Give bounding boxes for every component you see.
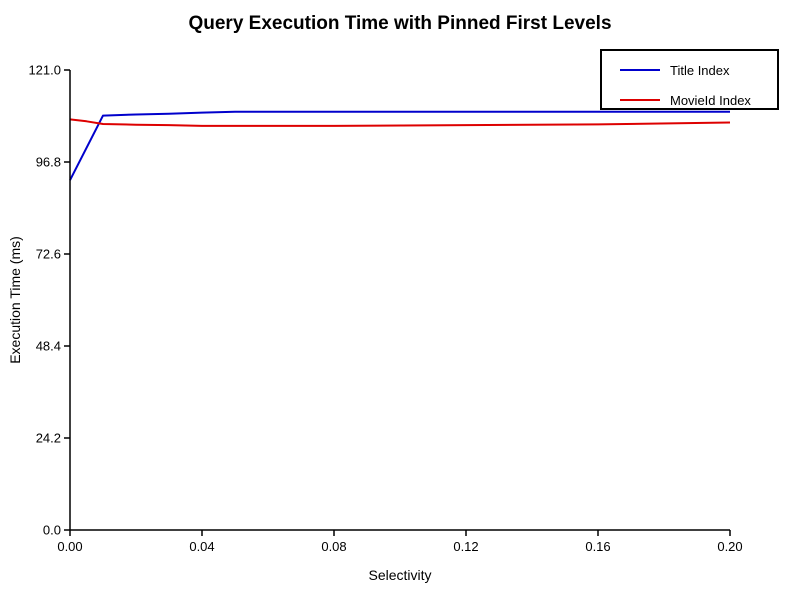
series-layer	[69, 110, 731, 181]
x-tick-label: 0.16	[585, 539, 610, 554]
legend-label: Title Index	[670, 63, 730, 78]
x-tick-label: 0.20	[717, 539, 742, 554]
y-tick-label: 72.6	[36, 247, 61, 262]
y-tick-label: 121.0	[28, 63, 61, 78]
y-tick-label: 96.8	[36, 155, 61, 170]
x-axis-label: Selectivity	[368, 567, 431, 583]
x-tick-label: 0.12	[453, 539, 478, 554]
legend-label: MovieId Index	[670, 93, 751, 108]
y-tick-label: 48.4	[36, 339, 61, 354]
x-tick-label: 0.04	[189, 539, 214, 554]
y-axis-label: Execution Time (ms)	[7, 236, 23, 364]
x-axis-ticks: 0.00 0.04 0.08 0.12 0.16 0.20	[57, 530, 743, 554]
series-line-title-index	[69, 110, 730, 181]
chart-title: Query Execution Time with Pinned First L…	[188, 13, 611, 34]
y-tick-label: 24.2	[36, 431, 61, 446]
x-tick-label: 0.00	[57, 539, 82, 554]
y-tick-label: 0.0	[43, 523, 61, 538]
plot-area: 0.00 0.04 0.08 0.12 0.16 0.20 0.0 24.2 48.4 72.6…	[28, 63, 742, 555]
legend: Title Index MovieId Index	[600, 49, 779, 110]
y-axis-ticks: 0.0 24.2 48.4 72.6 96.8 121.0	[28, 63, 70, 538]
legend-items: Title Index MovieId Index	[620, 63, 751, 108]
series-line-movieid-index	[69, 118, 731, 127]
x-tick-label: 0.08	[321, 539, 346, 554]
